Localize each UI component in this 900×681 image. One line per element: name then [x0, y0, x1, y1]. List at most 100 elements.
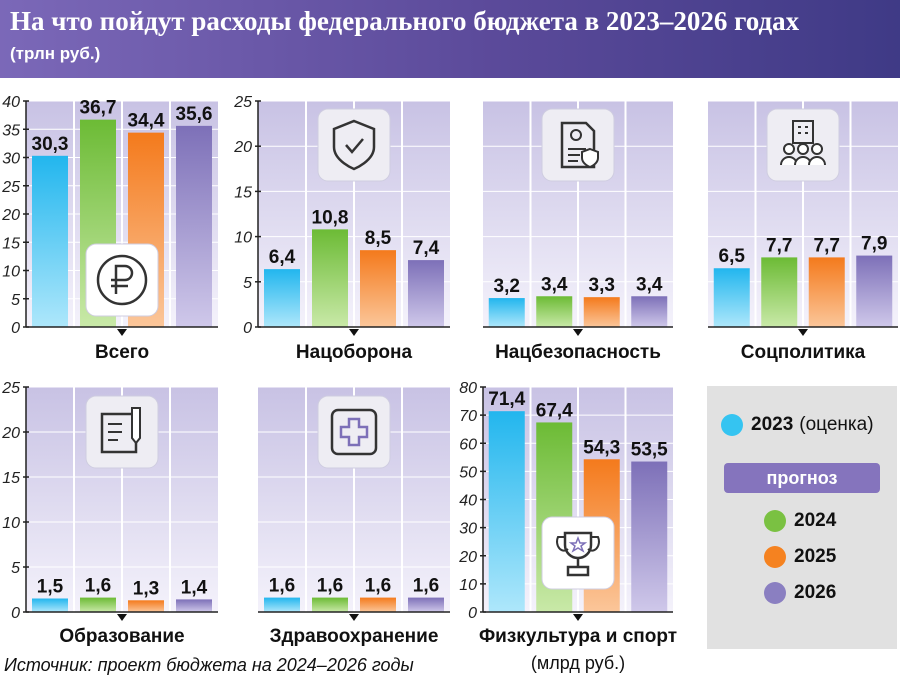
- bar-2026: [631, 461, 668, 612]
- bar-2023: [32, 598, 68, 612]
- chart-subtitle: (млрд руб.): [531, 653, 625, 673]
- pointer-triangle: [349, 329, 359, 336]
- y-tick-label: 70: [459, 408, 477, 425]
- bar-2026: [856, 255, 893, 327]
- chart-3: 3,2 3,4 3,3 3,4 Нацбезопасность: [483, 100, 673, 363]
- y-tick-label: 0: [468, 605, 477, 622]
- pointer-triangle: [117, 614, 127, 621]
- y-tick-label: 25: [1, 179, 20, 196]
- data-label-2023: 6,5: [719, 246, 746, 267]
- y-tick-label: 40: [2, 94, 20, 111]
- ruble-icon: [96, 254, 148, 306]
- y-tick-label: 0: [11, 320, 20, 337]
- medical-cross-icon: [330, 408, 378, 456]
- y-tick-label: 15: [234, 184, 252, 201]
- legend-item-2024: 2024: [764, 510, 836, 532]
- y-tick-label: 40: [459, 493, 477, 510]
- bar-2024: [312, 597, 348, 612]
- bar-2023: [264, 597, 300, 612]
- icon-box: [541, 108, 615, 182]
- data-label-2026: 53,5: [631, 440, 668, 461]
- pointer-triangle: [573, 614, 583, 621]
- data-label-2026: 1,4: [181, 577, 208, 598]
- y-tick-label: 10: [2, 264, 20, 281]
- chart-title: Всего: [95, 342, 149, 363]
- data-label-2026: 1,6: [413, 576, 439, 597]
- y-tick-label: 35: [2, 122, 20, 139]
- legend-year-2026: 2026: [794, 582, 837, 603]
- header-banner: На что пойдут расходы федерального бюдже…: [0, 0, 900, 78]
- data-label-2024: 1,6: [317, 576, 343, 597]
- legend-dot-2024: [764, 510, 786, 532]
- source-note: Источник: проект бюджета на 2024–2026 го…: [4, 655, 414, 675]
- data-label-2026: 35,6: [176, 104, 213, 125]
- data-label-2025: 1,6: [365, 576, 391, 597]
- y-tick-label: 0: [11, 605, 20, 622]
- data-label-2024: 10,8: [312, 207, 349, 228]
- data-label-2025: 3,3: [589, 275, 615, 296]
- chart-6: 1,6 1,6 1,6 1,6 Здравоохранение: [258, 386, 450, 647]
- y-tick-label: 20: [1, 207, 20, 224]
- data-label-2024: 3,4: [541, 274, 568, 295]
- chart-2: 0 5 10 15 20 25 6,4 10,8 8,5 7,4 Нацоборона: [233, 94, 450, 363]
- chart-7: 0 10 20 30 40 50 60 70 80 71,4 67,4 54,3 53,5 Физкуль…: [458, 380, 677, 673]
- y-tick-label: 15: [2, 470, 20, 487]
- legend-year-2024: 2024: [794, 510, 837, 531]
- bar-2023: [264, 269, 300, 327]
- bar-2026: [408, 597, 444, 612]
- pointer-triangle: [117, 329, 127, 336]
- y-tick-label: 5: [243, 275, 252, 292]
- page-subtitle: (трлн руб.): [10, 44, 101, 63]
- chart-title: Физкультура и спорт: [479, 626, 677, 647]
- icon-box: [541, 516, 615, 590]
- y-tick-label: 20: [233, 139, 252, 156]
- legend: 2023 (оценка) прогноз 2024 2025 2026: [707, 386, 897, 649]
- pointer-triangle: [798, 329, 808, 336]
- y-tick-label: 60: [459, 436, 477, 453]
- y-tick-label: 10: [234, 230, 252, 247]
- data-label-2026: 7,9: [861, 234, 887, 255]
- legend-item-2025: 2025: [764, 546, 836, 568]
- page-title: На что пойдут расходы федерального бюдже…: [10, 6, 800, 36]
- data-label-2025: 7,7: [814, 235, 840, 256]
- chart-title: Нацоборона: [296, 342, 413, 363]
- data-label-2023: 6,4: [269, 247, 296, 268]
- bar-2023: [488, 298, 525, 327]
- bar-2024: [80, 597, 116, 612]
- legend-year-2025: 2025: [794, 546, 837, 567]
- data-label-2023: 30,3: [32, 134, 69, 155]
- data-label-2024: 1,6: [85, 576, 111, 597]
- shield-icon: [332, 119, 376, 171]
- pointer-triangle: [573, 329, 583, 336]
- y-tick-label: 10: [2, 515, 20, 532]
- y-tick-label: 15: [2, 235, 20, 252]
- data-label-2024: 67,4: [536, 400, 573, 421]
- chart-title: Нацбезопасность: [495, 342, 661, 363]
- y-tick-label: 30: [2, 151, 20, 168]
- y-tick-label: 80: [459, 380, 477, 397]
- data-label-2023: 71,4: [488, 389, 525, 410]
- bar-2026: [176, 125, 212, 327]
- y-tick-label: 20: [1, 425, 20, 442]
- bar-2025: [583, 297, 620, 327]
- pointer-triangle: [349, 614, 359, 621]
- y-tick-label: 50: [459, 464, 477, 481]
- social-people-icon: [780, 120, 826, 166]
- icon-box: [317, 395, 391, 469]
- bar-2026: [631, 296, 668, 327]
- bar-2025: [808, 257, 845, 327]
- y-tick-label: 25: [233, 94, 252, 111]
- legend-dot-2023: [721, 414, 743, 436]
- legend-item-2026: 2026: [764, 582, 836, 604]
- chart-title: Соцполитика: [741, 342, 866, 363]
- bar-2026: [176, 599, 212, 612]
- chart-title: Образование: [59, 626, 184, 647]
- bar-2023: [713, 268, 750, 327]
- legend-item-2023: 2023 (оценка): [721, 414, 874, 436]
- y-tick-label: 25: [1, 380, 20, 397]
- chart-title: Здравоохранение: [270, 626, 439, 647]
- y-tick-label: 30: [459, 521, 477, 538]
- bar-2026: [408, 260, 444, 327]
- y-tick-label: 5: [11, 560, 20, 577]
